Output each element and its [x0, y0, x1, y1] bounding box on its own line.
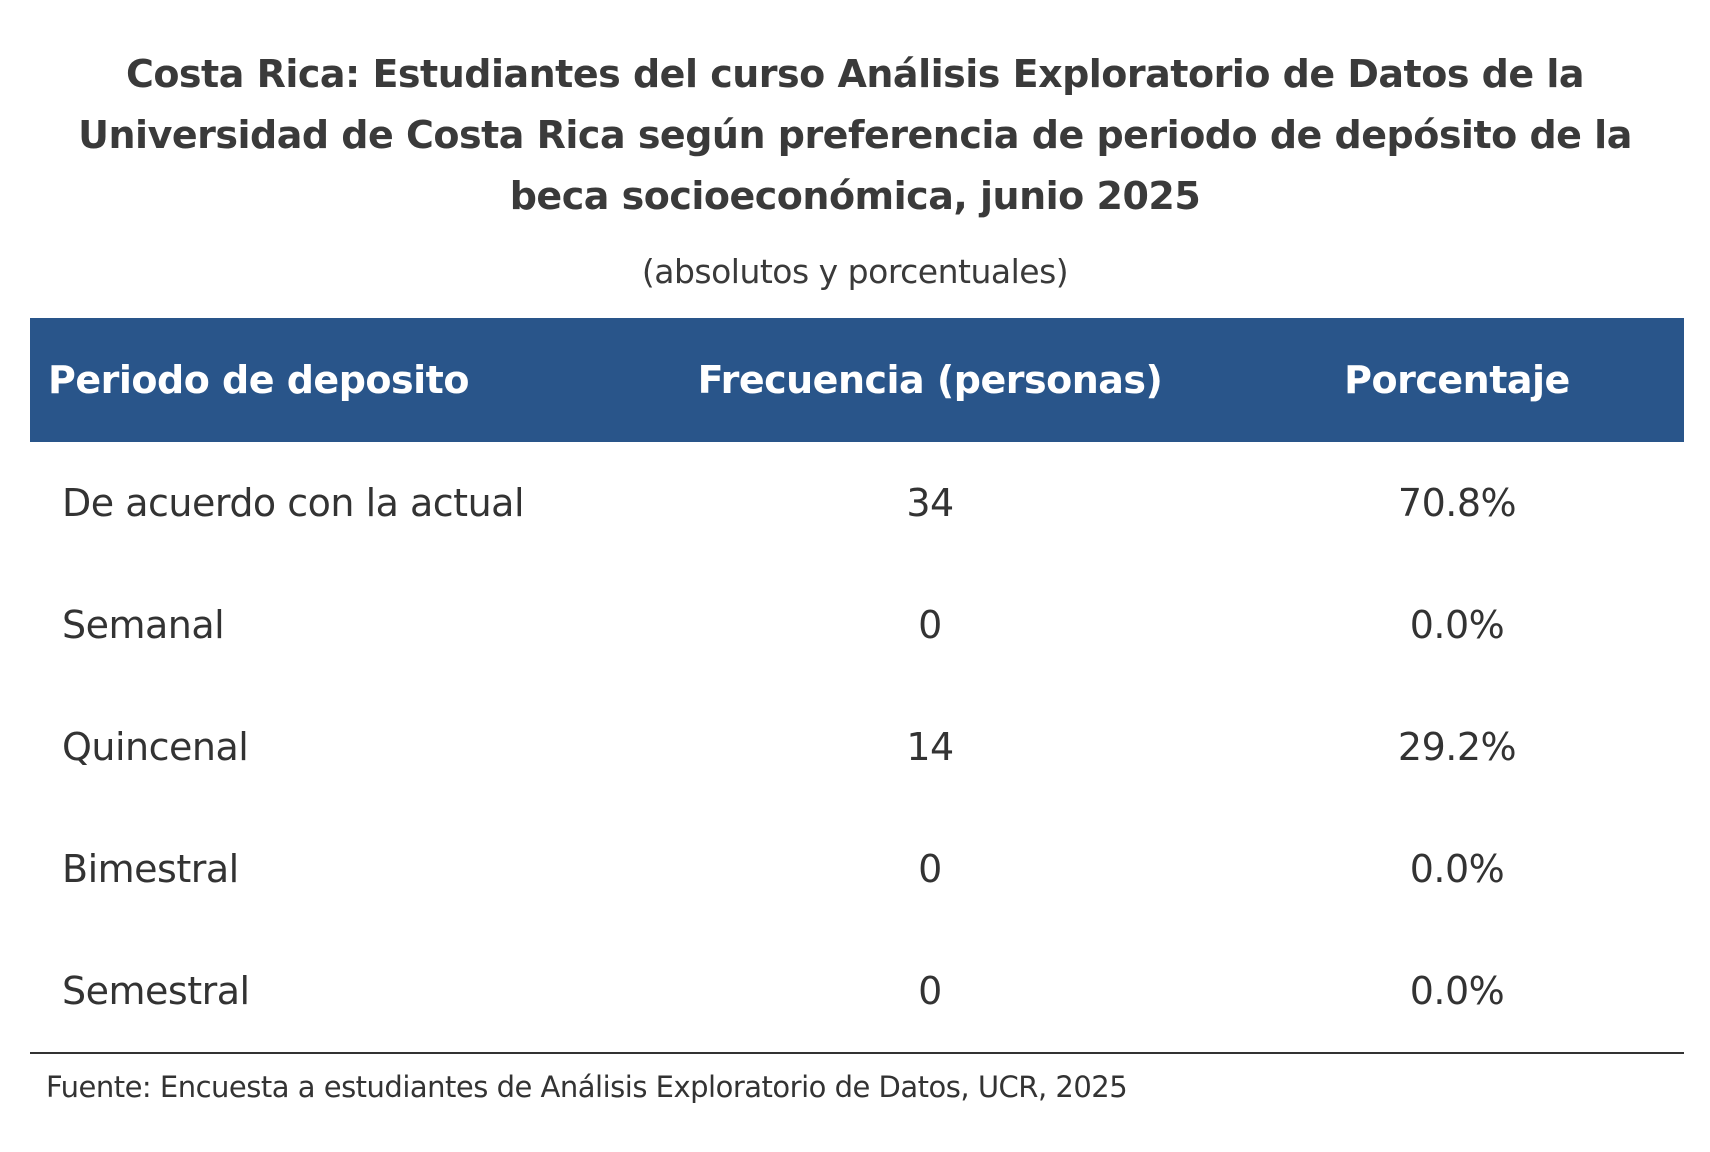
cell-percentage: 70.8% [1397, 481, 1517, 525]
cell-percentage: 0.0% [1409, 969, 1505, 1013]
cell-period: De acuerdo con la actual [62, 481, 525, 525]
table-row: Semanal 0 0.0% [30, 564, 1684, 686]
cell-period: Semanal [62, 603, 225, 647]
cell-frequency: 0 [918, 603, 942, 647]
table-header-row: Periodo de deposito Frecuencia (personas… [30, 318, 1684, 442]
cell-percentage: 0.0% [1409, 603, 1505, 647]
table-subtitle: (absolutos y porcentuales) [641, 252, 1069, 291]
cell-frequency: 14 [906, 725, 954, 769]
header-percentage: Porcentaje [1344, 358, 1570, 402]
cell-frequency: 0 [918, 969, 942, 1013]
cell-period: Quincenal [62, 725, 249, 769]
header-period: Periodo de deposito [48, 358, 469, 402]
table-row: Quincenal 14 29.2% [30, 686, 1684, 808]
table-title: Costa Rica: Estudiantes del curso Anális… [78, 52, 1632, 218]
cell-frequency: 0 [918, 847, 942, 891]
cell-percentage: 0.0% [1409, 847, 1505, 891]
cell-frequency: 34 [906, 481, 954, 525]
data-table: Periodo de deposito Frecuencia (personas… [30, 318, 1684, 1054]
table-bottom-rule [30, 1052, 1684, 1054]
cell-percentage: 29.2% [1397, 725, 1517, 769]
header-frequency: Frecuencia (personas) [697, 358, 1163, 402]
table-row: De acuerdo con la actual 34 70.8% [30, 442, 1684, 564]
table-row: Semestral 0 0.0% [30, 930, 1684, 1052]
table-row: Bimestral 0 0.0% [30, 808, 1684, 930]
source-note: Fuente: Encuesta a estudiantes de Anális… [46, 1070, 1128, 1104]
cell-period: Semestral [62, 969, 250, 1013]
cell-period: Bimestral [62, 847, 239, 891]
